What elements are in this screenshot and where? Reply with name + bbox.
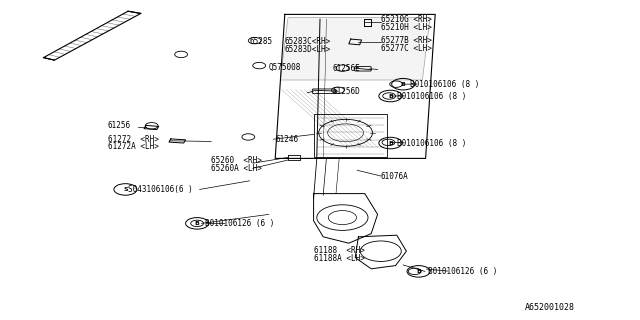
Text: 65210H <LH>: 65210H <LH> (381, 23, 431, 32)
Text: 61272  <RH>: 61272 <RH> (108, 135, 158, 144)
Text: B: B (388, 140, 393, 146)
Text: 61256: 61256 (108, 121, 131, 130)
Text: 65260  <RH>: 65260 <RH> (211, 156, 262, 165)
Text: 65283C<RH>: 65283C<RH> (285, 37, 331, 46)
Text: 65277C <LH>: 65277C <LH> (381, 44, 431, 52)
Text: 61246: 61246 (275, 135, 298, 144)
Text: 65283D<LH>: 65283D<LH> (285, 45, 331, 54)
Text: 61272A <LH>: 61272A <LH> (108, 142, 158, 151)
Text: S: S (123, 187, 128, 192)
Text: 65285: 65285 (250, 37, 273, 46)
Text: S043106106(6 ): S043106106(6 ) (128, 185, 193, 194)
Text: A652001028: A652001028 (525, 303, 575, 312)
Text: Q575008: Q575008 (269, 63, 301, 72)
Text: B010106106 (8 ): B010106106 (8 ) (397, 139, 466, 148)
Text: 65277B <RH>: 65277B <RH> (381, 36, 431, 44)
Text: B: B (195, 221, 200, 226)
Text: B: B (401, 82, 406, 87)
Text: 61188  <RH>: 61188 <RH> (314, 246, 364, 255)
Text: B010106106 (8 ): B010106106 (8 ) (397, 92, 466, 100)
Text: B010106106 (8 ): B010106106 (8 ) (410, 80, 479, 89)
Bar (314, 114, 387, 157)
Text: B010106126 (6 ): B010106126 (6 ) (205, 219, 274, 228)
Polygon shape (280, 18, 430, 80)
Text: B: B (416, 269, 421, 274)
Text: 61188A <LH>: 61188A <LH> (314, 254, 364, 263)
Text: 65210G <RH>: 65210G <RH> (381, 15, 431, 24)
Text: 65260A <LH>: 65260A <LH> (211, 164, 262, 173)
Text: B010106126 (6 ): B010106126 (6 ) (428, 267, 497, 276)
Text: B: B (388, 93, 393, 99)
Text: 61256D: 61256D (333, 87, 360, 96)
Text: 61256E: 61256E (333, 64, 360, 73)
Text: 61076A: 61076A (381, 172, 408, 181)
